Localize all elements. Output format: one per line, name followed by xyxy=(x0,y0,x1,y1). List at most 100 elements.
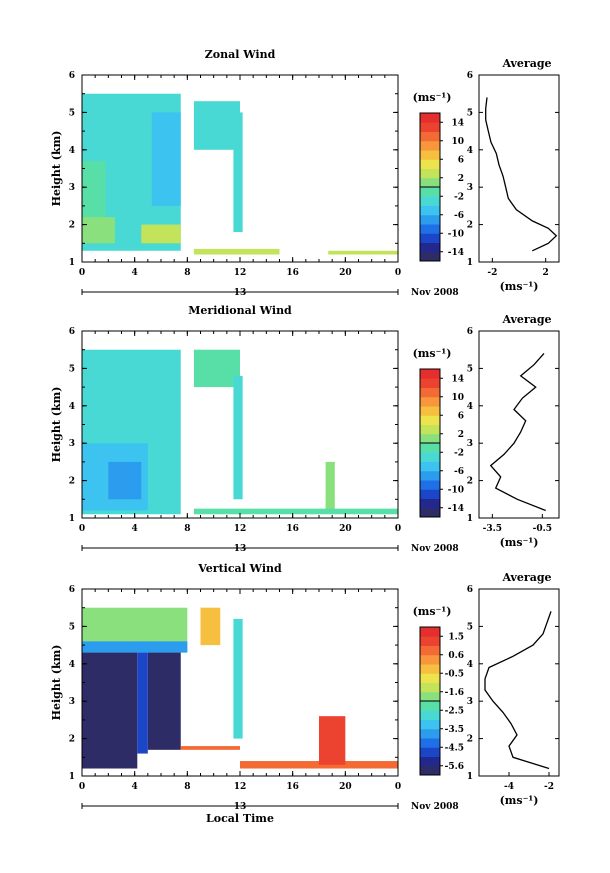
x-tick-label: 16 xyxy=(286,782,299,792)
y-tick-label: 6 xyxy=(69,327,75,337)
average-profile-line xyxy=(484,611,552,770)
colorbar-segment xyxy=(420,205,440,216)
colorbar-tick-label: 0.6 xyxy=(448,651,464,661)
colorbar-tick-label: -3.5 xyxy=(445,725,464,735)
data-region xyxy=(82,652,138,769)
data-region xyxy=(82,161,106,218)
colorbar-tick-label: -4.5 xyxy=(445,743,464,753)
colorbar-segment xyxy=(420,691,440,702)
y-tick-label: 2 xyxy=(69,221,75,231)
y-tick-label: 4 xyxy=(69,146,75,156)
average-y-tick-label: 1 xyxy=(467,514,473,524)
colorbar-tick-label: -2 xyxy=(454,448,464,458)
colorbar-tick-label: -2 xyxy=(454,192,464,202)
date-suffix: Nov 2008 xyxy=(411,544,459,554)
colorbar-segment xyxy=(420,424,440,435)
colorbar-tick-label: 6 xyxy=(458,411,464,421)
data-region xyxy=(193,508,398,515)
colorbar-tick-label: 6 xyxy=(458,155,464,165)
colorbar-segment xyxy=(420,224,440,234)
y-axis-label: Height (km) xyxy=(50,131,63,207)
y-tick-label: 1 xyxy=(69,772,75,782)
y-tick-label: 1 xyxy=(69,514,75,524)
colorbar-segment xyxy=(420,470,440,481)
average-x-tick-label: 2 xyxy=(543,268,549,278)
average-frame xyxy=(478,74,560,263)
date-label: 13 xyxy=(234,544,247,554)
colorbar-segment xyxy=(420,387,440,398)
data-region xyxy=(233,375,243,500)
colorbar-segment xyxy=(420,507,440,518)
y-tick-label: 5 xyxy=(69,108,75,118)
x-tick-label: 12 xyxy=(234,782,247,792)
colorbar-tick-label: 10 xyxy=(451,393,464,403)
average-x-tick-label: -4 xyxy=(504,782,514,792)
date-label: 13 xyxy=(234,288,247,298)
average-frame xyxy=(478,588,560,777)
colorbar-unit: (ms⁻¹) xyxy=(413,605,452,618)
data-region xyxy=(108,461,142,500)
colorbar-segment xyxy=(420,728,440,739)
colorbar-segment xyxy=(420,664,440,674)
colorbar-segment xyxy=(420,122,440,132)
colorbar-segment xyxy=(420,645,440,656)
colorbar-segment xyxy=(420,233,440,243)
colorbar-segment xyxy=(420,710,440,720)
colorbar-segment xyxy=(420,701,440,711)
y-tick-label: 4 xyxy=(69,402,75,412)
x-tick-label: 0 xyxy=(395,268,401,278)
colorbar-tick-label: -10 xyxy=(448,485,464,495)
y-tick-label: 5 xyxy=(69,364,75,374)
y-axis-label: Height (km) xyxy=(50,387,63,463)
date-label: 13 xyxy=(234,802,247,812)
colorbar-segment xyxy=(420,113,440,123)
colorbar-segment xyxy=(420,131,440,142)
colorbar-segment xyxy=(420,433,440,444)
average-y-tick-label: 4 xyxy=(467,146,473,156)
colorbar-segment xyxy=(420,150,440,160)
data-region xyxy=(200,607,221,646)
colorbar-segment xyxy=(420,369,440,379)
average-x-label: (ms⁻¹) xyxy=(500,280,539,293)
average-y-tick-label: 1 xyxy=(467,258,473,268)
average-y-tick-label: 2 xyxy=(467,221,473,231)
x-tick-label: 0 xyxy=(395,782,401,792)
y-tick-label: 3 xyxy=(69,697,75,707)
average-y-tick-label: 4 xyxy=(467,402,473,412)
average-y-tick-label: 3 xyxy=(467,183,473,193)
colorbar-tick-label: -2.5 xyxy=(445,706,464,716)
panel-title: Meridional Wind xyxy=(188,304,292,317)
data-region xyxy=(137,652,148,754)
colorbar-tick-label: 2 xyxy=(458,174,464,184)
colorbar-segment xyxy=(420,498,440,509)
colorbar-segment xyxy=(420,461,440,472)
colorbar-segment xyxy=(420,627,440,637)
colorbar-segment xyxy=(420,214,440,225)
average-profile-line xyxy=(485,97,558,252)
y-tick-label: 4 xyxy=(69,660,75,670)
average-y-tick-label: 2 xyxy=(467,735,473,745)
average-title: Average xyxy=(501,571,551,584)
panel-title: Zonal Wind xyxy=(205,48,276,61)
colorbar-unit: (ms⁻¹) xyxy=(413,91,452,104)
colorbar-segment xyxy=(420,452,440,462)
average-y-tick-label: 2 xyxy=(467,477,473,487)
colorbar-tick-label: -14 xyxy=(448,504,464,514)
colorbar-segment xyxy=(420,177,440,188)
colorbar-segment xyxy=(420,415,440,425)
colorbar-segment xyxy=(420,140,440,151)
colorbar-segment xyxy=(420,682,440,693)
x-tick-label: 4 xyxy=(132,524,138,534)
colorbar-segment xyxy=(420,168,440,179)
data-region xyxy=(193,101,240,150)
x-tick-label: 8 xyxy=(184,268,190,278)
colorbar-segment xyxy=(420,636,440,646)
x-axis-label: Local Time xyxy=(206,812,274,825)
average-y-tick-label: 5 xyxy=(467,364,473,374)
colorbar-segment xyxy=(420,654,440,665)
colorbar-segment xyxy=(420,489,440,499)
data-region xyxy=(328,250,398,255)
average-y-tick-label: 3 xyxy=(467,697,473,707)
colorbar-tick-label: -0.5 xyxy=(445,669,464,679)
